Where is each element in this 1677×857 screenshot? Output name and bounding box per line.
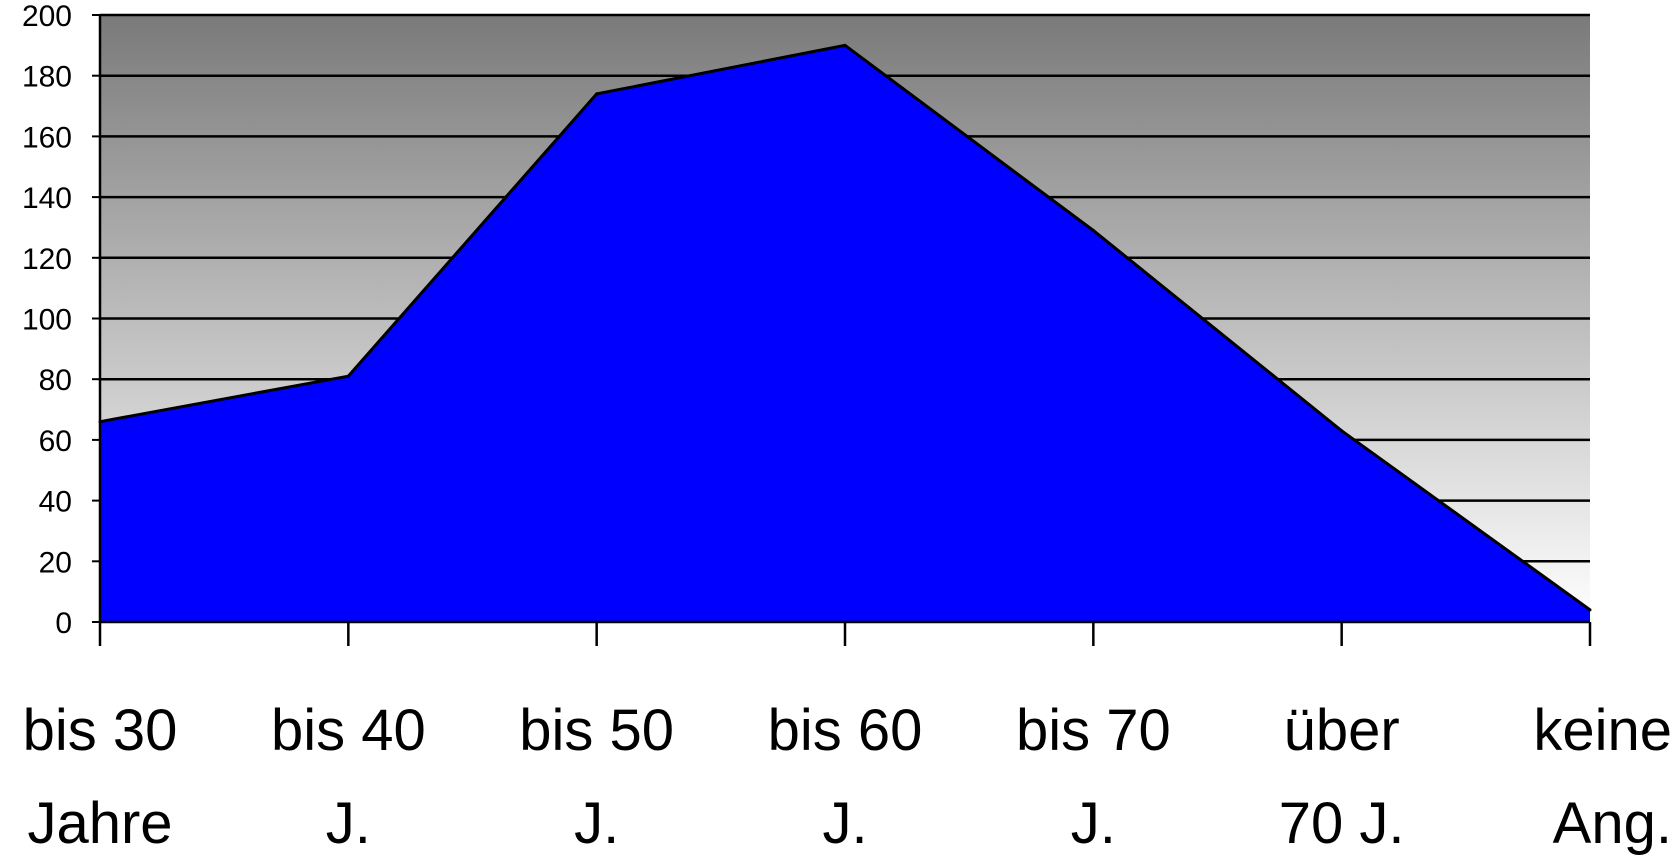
y-tick-label: 0 — [55, 607, 72, 640]
y-tick-label: 20 — [39, 546, 72, 579]
y-tick-label: 180 — [22, 61, 72, 94]
x-tick-label: bis 40 — [271, 698, 426, 763]
x-tick-label: J. — [822, 791, 867, 856]
x-tick-label: über — [1284, 698, 1400, 763]
y-tick-labels: 0 20 40 60 80 100 120 140 160 180 200 — [22, 0, 72, 640]
x-tick-label: bis 60 — [768, 698, 923, 763]
y-tick-label: 80 — [39, 364, 72, 397]
x-tick-label: 70 J. — [1279, 791, 1405, 856]
x-tick-label: bis 30 — [23, 698, 178, 763]
x-tick-label: J. — [1071, 791, 1116, 856]
data-point — [595, 92, 599, 96]
data-point — [98, 420, 102, 424]
y-tick-label: 120 — [22, 243, 72, 276]
x-tick-label: Jahre — [27, 791, 172, 856]
y-tick-label: 60 — [39, 425, 72, 458]
x-tick-label: J. — [574, 791, 619, 856]
y-tick-label: 100 — [22, 304, 72, 337]
data-point — [1340, 429, 1344, 433]
x-tick-label: keine — [1533, 698, 1672, 763]
x-tick-label: bis 70 — [1016, 698, 1171, 763]
x-tick-label: bis 50 — [519, 698, 674, 763]
data-point — [843, 43, 847, 47]
x-tick-label: Ang. — [1553, 791, 1672, 856]
x-tick-labels: bis 30 Jahre bis 40 J. bis 50 J. bis 60 J. bis 7… — [23, 698, 1672, 856]
area-series — [100, 45, 1590, 623]
data-point — [1091, 228, 1095, 232]
y-tick-label: 160 — [22, 121, 72, 154]
y-tick-label: 140 — [22, 182, 72, 215]
data-point — [1588, 608, 1592, 612]
data-point — [346, 374, 350, 378]
y-tick-label: 200 — [22, 0, 72, 33]
y-tick-label: 40 — [39, 486, 72, 519]
axes — [92, 14, 1592, 646]
x-tick-label: J. — [326, 791, 371, 856]
